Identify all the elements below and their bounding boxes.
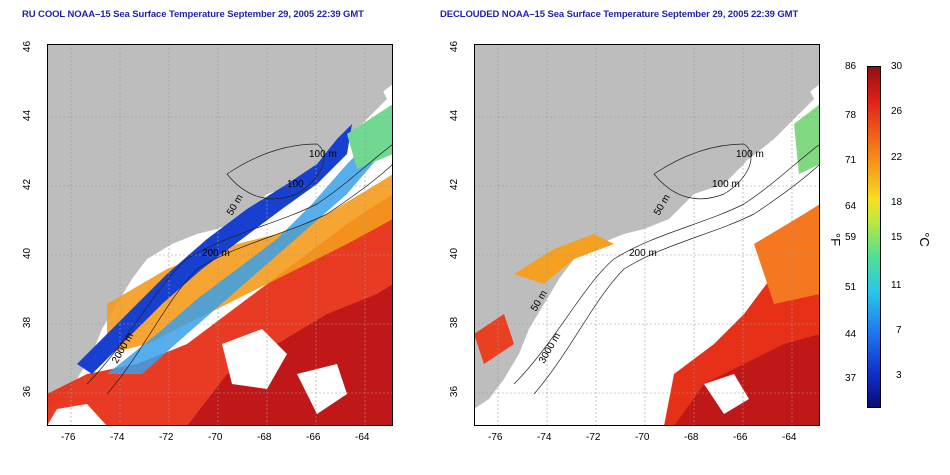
contour-label-200m: 200 m bbox=[629, 248, 657, 259]
lat-tick: 38 bbox=[449, 316, 461, 329]
green-water bbox=[794, 104, 820, 174]
lat-tick: 46 bbox=[22, 40, 34, 53]
red-coastal bbox=[474, 314, 514, 364]
lat-tick: 44 bbox=[22, 109, 34, 122]
celsius-tick: 30 bbox=[891, 61, 903, 72]
fahrenheit-tick: 71 bbox=[845, 155, 857, 166]
nova-scotia bbox=[729, 89, 814, 164]
fahrenheit-unit-label: °F bbox=[828, 232, 844, 247]
declouded-sst-map: 100 m 100 m 50 m 200 m 50 m 3000 m bbox=[474, 44, 820, 426]
lat-tick: 46 bbox=[449, 40, 461, 53]
lon-tick: -76 bbox=[61, 432, 76, 443]
lon-tick: -76 bbox=[488, 432, 503, 443]
cloud-patch bbox=[297, 364, 347, 414]
lon-tick: -72 bbox=[586, 432, 601, 443]
lon-tick: -68 bbox=[257, 432, 272, 443]
cold-shelf-water bbox=[77, 124, 352, 374]
lat-tick: 40 bbox=[449, 247, 461, 260]
hot-sst-core bbox=[674, 334, 820, 426]
fahrenheit-tick: 64 bbox=[845, 201, 857, 212]
cloud-patch bbox=[222, 329, 287, 389]
celsius-tick: 3 bbox=[896, 370, 902, 381]
graticule bbox=[474, 44, 820, 426]
lon-tick: -64 bbox=[355, 432, 370, 443]
contour-label-100m: 100 m bbox=[736, 149, 764, 160]
celsius-tick: 15 bbox=[891, 232, 903, 243]
celsius-tick: 11 bbox=[891, 280, 902, 291]
celsius-tick: 26 bbox=[891, 106, 903, 117]
raw-sst-map: 100 m 100 50 m 200 m 2000 m bbox=[47, 44, 393, 426]
contour-label-100: 100 bbox=[287, 179, 304, 190]
celsius-unit-label: °C bbox=[916, 232, 932, 247]
fahrenheit-tick: 37 bbox=[845, 373, 857, 384]
lon-tick: -70 bbox=[208, 432, 223, 443]
lon-tick: -70 bbox=[635, 432, 650, 443]
contour-label-100m: 100 m bbox=[309, 149, 337, 160]
left-map-title: RU COOL NOAA–15 Sea Surface Temperature … bbox=[22, 9, 364, 20]
nova-scotia bbox=[302, 89, 387, 164]
lon-tick: -66 bbox=[306, 432, 321, 443]
contour-label-100m-inner: 100 m bbox=[712, 179, 740, 190]
lon-tick: -72 bbox=[159, 432, 174, 443]
fahrenheit-tick: 86 bbox=[845, 61, 857, 72]
orange-sst-band bbox=[754, 204, 820, 304]
lon-tick: -68 bbox=[684, 432, 699, 443]
contour-label-200m: 200 m bbox=[202, 248, 230, 259]
fahrenheit-tick: 44 bbox=[845, 329, 857, 340]
celsius-tick: 18 bbox=[891, 197, 903, 208]
temperature-colorbar bbox=[867, 66, 881, 408]
graticule bbox=[47, 44, 393, 426]
lat-tick: 42 bbox=[22, 178, 34, 191]
map-frame bbox=[47, 44, 393, 426]
fahrenheit-tick: 59 bbox=[845, 232, 857, 243]
fahrenheit-tick: 51 bbox=[845, 282, 857, 293]
lat-tick: 36 bbox=[449, 385, 461, 398]
lon-tick: -66 bbox=[733, 432, 748, 443]
right-map-title: DECLOUDED NOAA–15 Sea Surface Temperatur… bbox=[440, 9, 799, 20]
lat-tick: 36 bbox=[22, 385, 34, 398]
lat-tick: 44 bbox=[449, 109, 461, 122]
bathymetry-contours bbox=[513, 143, 820, 395]
map-frame bbox=[474, 44, 820, 426]
bathymetry-contours bbox=[86, 143, 393, 395]
celsius-tick: 7 bbox=[896, 325, 902, 336]
celsius-tick: 22 bbox=[891, 152, 903, 163]
cool-water bbox=[107, 144, 377, 374]
lon-tick: -64 bbox=[782, 432, 797, 443]
lat-tick: 38 bbox=[22, 316, 34, 329]
fahrenheit-tick: 78 bbox=[845, 110, 857, 121]
lon-tick: -74 bbox=[110, 432, 125, 443]
lat-tick: 40 bbox=[22, 247, 34, 260]
lat-tick: 42 bbox=[449, 178, 461, 191]
cloud-patch bbox=[47, 404, 107, 426]
orange-coastal bbox=[514, 234, 614, 284]
cloud-patch bbox=[704, 374, 749, 414]
lon-tick: -74 bbox=[537, 432, 552, 443]
